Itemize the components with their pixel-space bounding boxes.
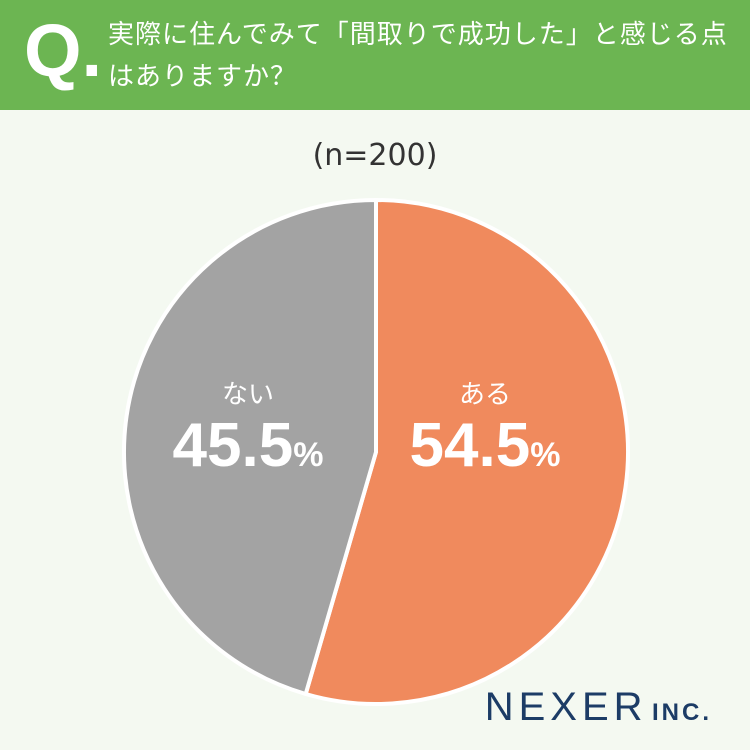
question-mark: Q.	[24, 9, 103, 92]
pie-slice-yes	[303, 198, 630, 706]
slice-value-no: 45.5%	[148, 410, 348, 491]
slice-value-yes-number: 54.5	[409, 411, 531, 480]
slice-value-no-unit: %	[293, 436, 324, 474]
slice-name-yes: ある	[458, 380, 511, 410]
slice-label-no: ない 45.5%	[148, 380, 348, 491]
slice-value-no-number: 45.5	[172, 411, 294, 480]
sample-size-label: (n=200)	[312, 138, 438, 173]
slice-value-yes: 54.5%	[385, 410, 585, 491]
logo-inc: INC.	[652, 699, 712, 726]
slice-value-yes-unit: %	[530, 436, 561, 474]
question-text: 実際に住んでみて「間取りで成功した」と感じる点 はありますか？	[108, 14, 738, 98]
question-line-1: 実際に住んでみて「間取りで成功した」と感じる点	[108, 20, 728, 50]
question-line-2: はありますか？	[108, 62, 298, 92]
pie-slice-no	[122, 198, 378, 696]
question-header: Q. 実際に住んでみて「間取りで成功した」と感じる点 はありますか？	[0, 0, 750, 110]
logo-main: NEXER	[484, 685, 648, 729]
nexer-logo: NEXER INC.	[485, 685, 712, 730]
slice-name-no: ない	[221, 380, 274, 410]
slice-label-yes: ある 54.5%	[385, 380, 585, 491]
